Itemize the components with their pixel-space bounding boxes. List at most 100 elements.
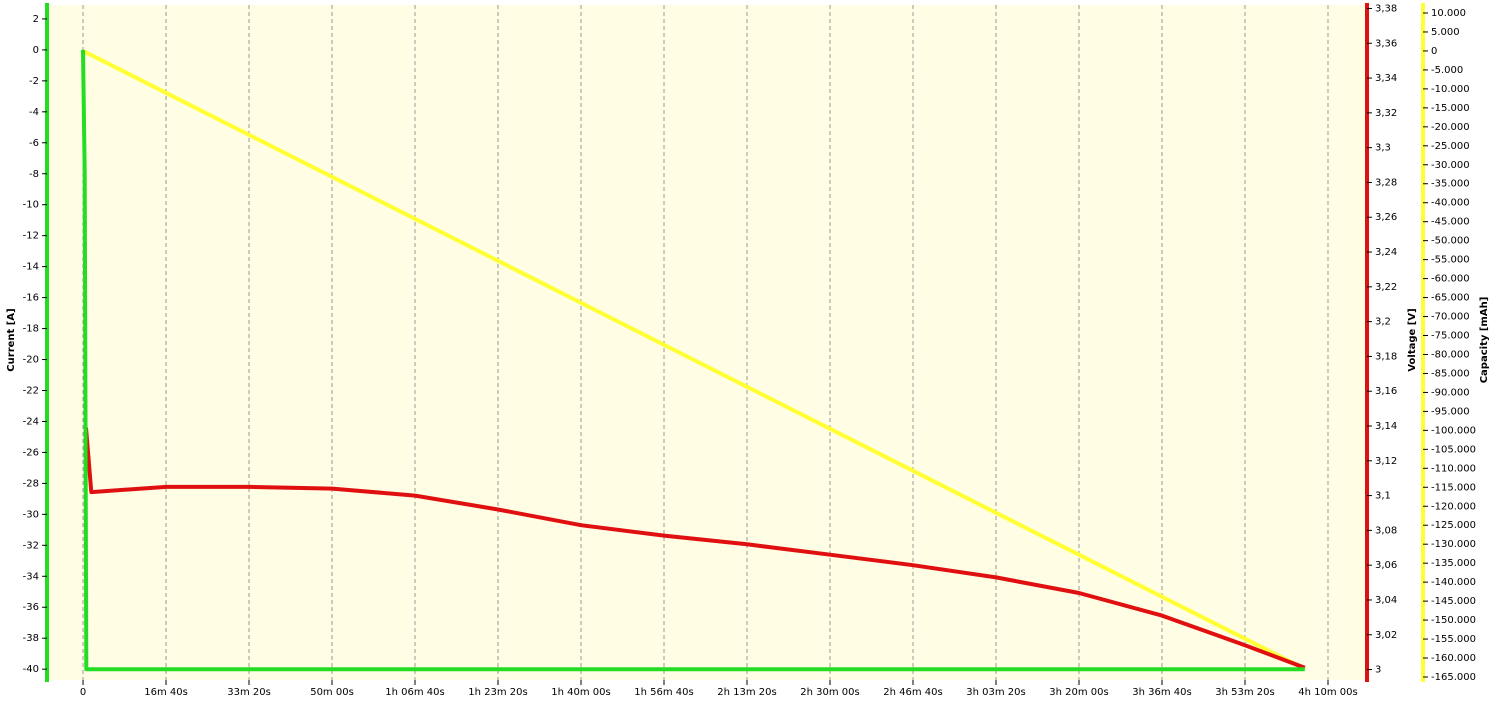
- y2-tick-label: 3,04: [1375, 595, 1397, 606]
- y3-tick-label: -65.000: [1431, 293, 1470, 304]
- y3-tick-label: 0: [1431, 46, 1437, 57]
- y-tick-label: -24: [23, 416, 39, 427]
- y3-tick-label: -50.000: [1431, 236, 1470, 247]
- y3-tick-label: -160.000: [1431, 653, 1476, 664]
- x-tick-label: 2h 46m 40s: [883, 687, 942, 698]
- x-tick-label: 2h 13m 20s: [717, 687, 776, 698]
- x-tick-label: 2h 30m 00s: [800, 687, 859, 698]
- y-tick-label: -38: [23, 633, 39, 644]
- y3-tick-label: -165.000: [1431, 672, 1476, 683]
- x-tick-label: 33m 20s: [227, 687, 271, 698]
- x-tick-label: 50m 00s: [310, 687, 354, 698]
- y3-tick-label: -60.000: [1431, 274, 1470, 285]
- y3-tick-label: 5.000: [1431, 27, 1460, 38]
- y3-tick-label: -75.000: [1431, 331, 1470, 342]
- series-line: [81, 49, 1305, 672]
- y2-tick-label: 3,24: [1375, 247, 1397, 258]
- y3-tick-label: -110.000: [1431, 463, 1476, 474]
- y3-tick-label: -95.000: [1431, 406, 1470, 417]
- y3-tick-label: -125.000: [1431, 520, 1476, 531]
- series-line: [82, 49, 1306, 671]
- x-tick-label: 1h 40m 00s: [551, 687, 610, 698]
- y3-tick-label: -45.000: [1431, 217, 1470, 228]
- y2-tick-label: 3,22: [1375, 282, 1397, 293]
- y3-tick-label: -140.000: [1431, 577, 1476, 588]
- y3-tick-label: -25.000: [1431, 141, 1470, 152]
- x-tick-label: 1h 56m 40s: [634, 687, 693, 698]
- y2-tick-label: 3,08: [1375, 525, 1397, 536]
- y3-tick-label: 10.000: [1431, 8, 1466, 19]
- y2-tick-label: 3,18: [1375, 351, 1397, 362]
- y-tick-label: -40: [23, 664, 39, 675]
- y3-tick-label: -5.000: [1431, 65, 1463, 76]
- y-tick-label: -36: [23, 602, 39, 613]
- y3-tick-label: -120.000: [1431, 501, 1476, 512]
- y2-tick-label: 3,16: [1375, 386, 1397, 397]
- y-tick-label: -8: [29, 169, 39, 180]
- y3-tick-label: -35.000: [1431, 179, 1470, 190]
- y3-tick-label: -105.000: [1431, 444, 1476, 455]
- y2-tick-label: 3,36: [1375, 38, 1397, 49]
- y3-tick-label: -40.000: [1431, 198, 1470, 209]
- y3-tick-label: -130.000: [1431, 539, 1476, 550]
- y-tick-label: -10: [23, 200, 39, 211]
- y2-tick-label: 3,3: [1375, 143, 1391, 154]
- y2-tick-label: 3,38: [1375, 3, 1397, 14]
- y2-tick-label: 3,02: [1375, 630, 1397, 641]
- y3-tick-label: -155.000: [1431, 634, 1476, 645]
- y-tick-label: -28: [23, 478, 39, 489]
- y2-tick-label: 3,14: [1375, 421, 1397, 432]
- y-tick-label: -22: [23, 385, 39, 396]
- y3-tick-label: -30.000: [1431, 160, 1470, 171]
- y-tick-label: -26: [23, 447, 39, 458]
- y-tick-label: -32: [23, 540, 39, 551]
- y-tick-label: 0: [33, 45, 39, 56]
- y-tick-label: 2: [33, 14, 39, 25]
- y2-axis-title: Voltage [V]: [1407, 308, 1418, 371]
- x-tick-label: 3h 20m 00s: [1049, 687, 1108, 698]
- y3-tick-label: -85.000: [1431, 368, 1470, 379]
- y3-tick-label: -10.000: [1431, 84, 1470, 95]
- y-tick-label: -16: [23, 293, 39, 304]
- y2-tick-label: 3,1: [1375, 491, 1391, 502]
- x-tick-label: 3h 36m 40s: [1132, 687, 1191, 698]
- y3-tick-label: -145.000: [1431, 596, 1476, 607]
- y2-tick-label: 3,26: [1375, 212, 1397, 223]
- y-tick-label: -6: [29, 138, 39, 149]
- y2-tick-label: 3,12: [1375, 456, 1397, 467]
- series-line: [84, 427, 1306, 670]
- y3-tick-label: -90.000: [1431, 387, 1470, 398]
- y3-tick-label: -135.000: [1431, 558, 1476, 569]
- y3-axis-title: Capacity [mAh]: [1479, 297, 1490, 384]
- x-tick-label: 1h 23m 20s: [468, 687, 527, 698]
- y-tick-label: -12: [23, 231, 39, 242]
- y2-tick-label: 3,32: [1375, 108, 1397, 119]
- plot-area: [47, 5, 1367, 680]
- y-tick-label: -4: [29, 107, 39, 118]
- y2-tick-label: 3,28: [1375, 177, 1397, 188]
- y3-tick-label: -70.000: [1431, 312, 1470, 323]
- x-tick-label: 3h 03m 20s: [966, 687, 1025, 698]
- y-axis-title: Current [A]: [6, 308, 17, 371]
- x-tick-label: 3h 53m 20s: [1215, 687, 1274, 698]
- y-tick-label: -18: [23, 324, 39, 335]
- y3-tick-label: -15.000: [1431, 103, 1470, 114]
- x-tick-label: 4h 10m 00s: [1298, 687, 1357, 698]
- y-tick-label: -14: [23, 262, 39, 273]
- y3-tick-label: -55.000: [1431, 255, 1470, 266]
- y3-tick-label: -115.000: [1431, 482, 1476, 493]
- y3-tick-label: -20.000: [1431, 122, 1470, 133]
- y-tick-label: -30: [23, 509, 39, 520]
- y-tick-label: -34: [23, 571, 39, 582]
- y2-tick-label: 3,2: [1375, 317, 1391, 328]
- y3-tick-label: -100.000: [1431, 425, 1476, 436]
- y2-tick-label: 3,06: [1375, 560, 1397, 571]
- y3-tick-label: -150.000: [1431, 615, 1476, 626]
- x-tick-label: 0: [80, 687, 86, 698]
- y2-tick-label: 3,34: [1375, 73, 1397, 84]
- y3-tick-label: -80.000: [1431, 349, 1470, 360]
- y-tick-label: -20: [23, 355, 39, 366]
- x-tick-label: 1h 06m 40s: [385, 687, 444, 698]
